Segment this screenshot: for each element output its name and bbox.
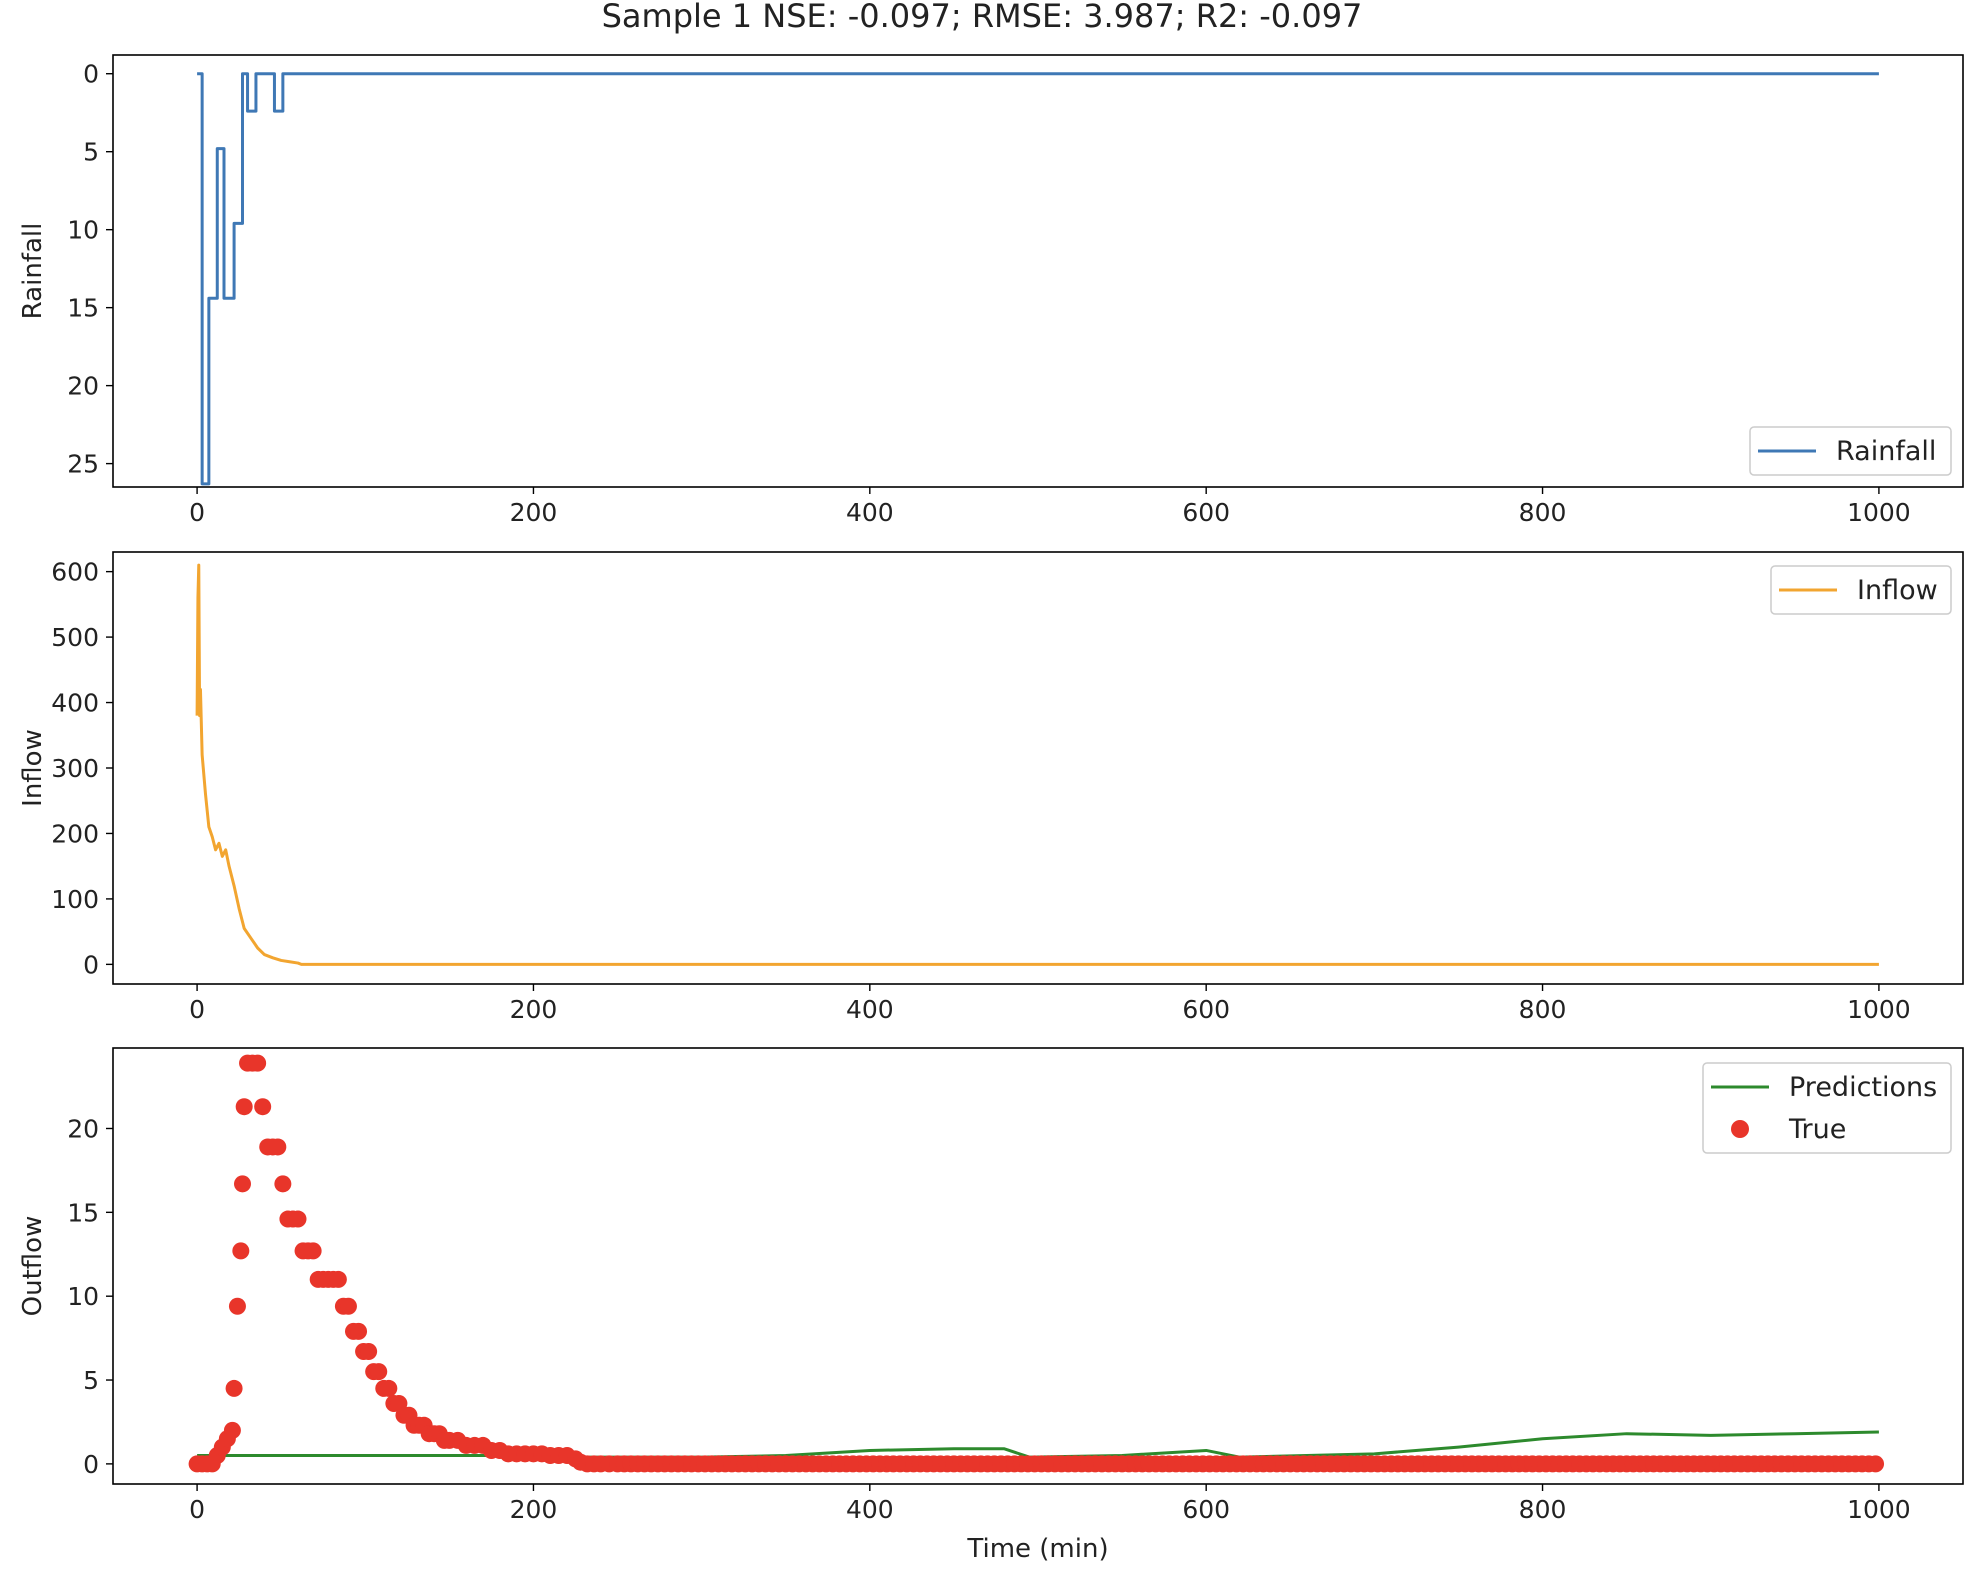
x-tick-label: 400 (846, 1495, 894, 1524)
legend-label: Inflow (1857, 575, 1938, 606)
data-point (225, 1379, 243, 1397)
axes-frame (112, 54, 1964, 488)
y-tick-label: 600 (51, 558, 99, 587)
y-tick-label: 200 (51, 819, 99, 848)
x-tick-label: 0 (189, 498, 205, 527)
x-tick-label: 1000 (1847, 995, 1911, 1024)
x-tick-label: 400 (846, 498, 894, 527)
figure-title: Sample 1 NSE: -0.097; RMSE: 3.987; R2: -… (602, 0, 1363, 35)
subplot-rainfall: 0 200 400 600 800 1000 0 5 10 15 20 25 Rainfall Rainf… (18, 54, 1964, 527)
y-axis-label: Outflow (18, 1216, 48, 1317)
x-tick-label: 800 (1519, 498, 1567, 527)
legend-label: True (1788, 1114, 1846, 1145)
legend: Predictions True (1702, 1062, 1952, 1154)
series-true (188, 1054, 1885, 1473)
data-point (249, 1054, 267, 1072)
y-tick-label: 20 (67, 372, 99, 401)
series-inflow-line (195, 563, 1879, 966)
y-tick-label: 500 (51, 623, 99, 652)
y-tick-label: 10 (67, 216, 99, 245)
x-tick-label: 0 (189, 1495, 205, 1524)
y-tick-label: 25 (67, 450, 99, 479)
data-point (360, 1343, 378, 1361)
x-tick-label: 1000 (1847, 1495, 1911, 1524)
legend-swatch-marker (1731, 1120, 1749, 1138)
subplot-inflow: 0 200 400 600 800 1000 0 100 200 300 400 500 600 Infl… (18, 551, 1964, 1024)
legend: Inflow (1770, 565, 1952, 615)
x-tick-label: 200 (510, 498, 558, 527)
data-point (350, 1322, 368, 1340)
x-tick-label: 200 (510, 995, 558, 1024)
y-tick-label: 5 (83, 1366, 99, 1395)
y-tick-label: 15 (67, 294, 99, 323)
data-point (380, 1379, 398, 1397)
data-point (234, 1175, 251, 1193)
y-tick-label: 15 (67, 1198, 99, 1227)
x-axis-label: Time (min) (966, 1534, 1108, 1564)
y-tick-label: 5 (83, 138, 99, 167)
x-tick-label: 600 (1182, 498, 1230, 527)
y-tick-label: 10 (67, 1282, 99, 1311)
data-point (304, 1242, 322, 1260)
data-point (289, 1210, 307, 1228)
legend-box (1749, 426, 1952, 476)
x-tick-label: 400 (846, 995, 894, 1024)
subplot-outflow: 0 200 400 600 800 1000 0 5 10 15 20 Outflow Time (mi… (18, 1047, 1964, 1564)
axes-frame (112, 551, 1964, 985)
y-axis-label: Rainfall (18, 223, 48, 320)
x-tick-label: 0 (189, 995, 205, 1024)
data-point (329, 1270, 347, 1288)
data-point (274, 1175, 292, 1193)
x-tick-label: 600 (1182, 1495, 1230, 1524)
data-point (254, 1098, 272, 1116)
x-tick-label: 800 (1519, 995, 1567, 1024)
plot-area (197, 72, 1879, 486)
y-tick-label: 0 (83, 950, 99, 979)
data-point (1867, 1455, 1885, 1473)
series-rainfall-line (197, 72, 1879, 486)
legend-box (1770, 565, 1952, 615)
data-point (235, 1098, 253, 1116)
plot-area (188, 1054, 1885, 1473)
data-point (370, 1363, 388, 1381)
y-tick-label: 300 (51, 754, 99, 783)
data-point (232, 1242, 250, 1260)
y-axis-label: Inflow (18, 729, 48, 807)
plot-area (195, 563, 1879, 966)
axes-frame (112, 1047, 1964, 1485)
legend: Rainfall (1749, 426, 1952, 476)
y-tick-label: 20 (67, 1114, 99, 1143)
x-tick-label: 800 (1519, 1495, 1567, 1524)
x-tick-label: 600 (1182, 995, 1230, 1024)
y-tick-label: 100 (51, 885, 99, 914)
x-tick-label: 200 (510, 1495, 558, 1524)
legend-label: Predictions (1789, 1072, 1937, 1103)
data-point (223, 1421, 241, 1439)
y-tick-label: 400 (51, 689, 99, 718)
y-tick-label: 0 (83, 60, 99, 89)
y-tick-label: 0 (83, 1450, 99, 1479)
x-tick-label: 1000 (1847, 498, 1911, 527)
data-point (269, 1138, 287, 1156)
legend-label: Rainfall (1836, 436, 1936, 467)
data-point (339, 1297, 357, 1315)
data-point (228, 1297, 246, 1315)
